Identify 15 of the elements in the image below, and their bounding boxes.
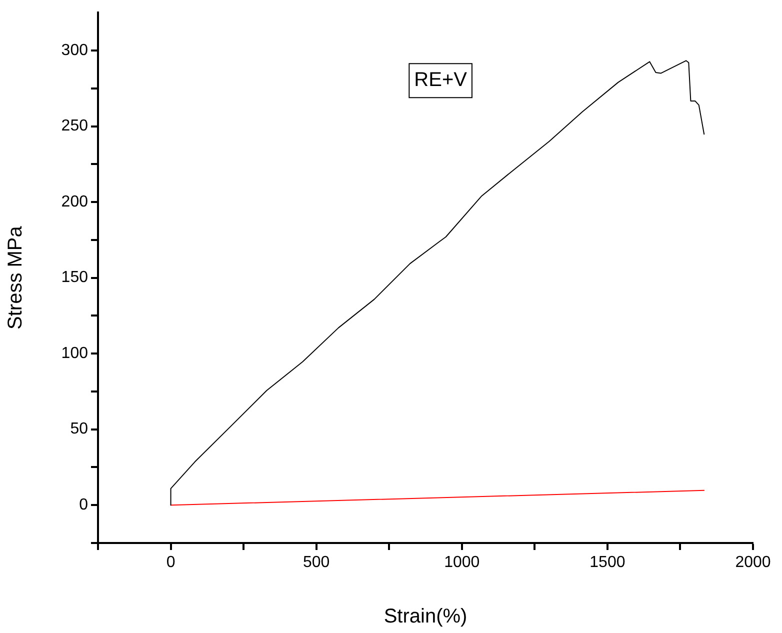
x-tick-label: 2000 [735,554,771,572]
annotation: RE+V [414,69,468,92]
y-tick-label: 0 [79,496,88,514]
y-tick-label: 200 [61,193,88,210]
x-axis-title: Strain(%) [384,606,468,628]
x-tick-label: 1000 [444,554,480,572]
y-tick-label: 100 [61,344,88,362]
x-tick-label: 1500 [590,554,626,572]
x-tick-label: 0 [166,554,176,572]
y-tick-label: 250 [61,118,88,135]
x-tick-label: 500 [302,554,330,572]
y-tick-label: 150 [61,269,88,286]
y-tick-label: 50 [70,420,88,438]
y-axis-title: Stress MPa [4,225,27,330]
y-tick-label: 300 [61,42,88,59]
